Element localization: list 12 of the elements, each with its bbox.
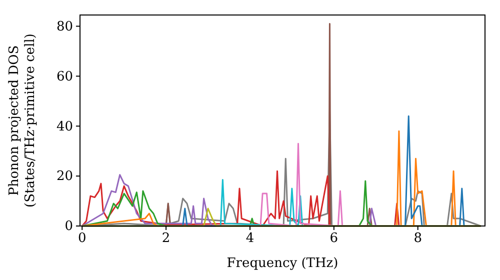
y-tick-label: 40	[56, 119, 73, 134]
x-tick-label: 6	[330, 231, 338, 246]
x-axis-title: Frequency (THz)	[226, 256, 338, 271]
y-tick-label: 60	[56, 69, 73, 84]
x-tick-label: 0	[78, 231, 86, 246]
y-axis-title: Phonon projected DOS (States/THz·primitive cell)	[7, 33, 38, 208]
x-tick-label: 8	[414, 231, 422, 246]
y-tick-label: 80	[56, 19, 73, 34]
y-tick-label: 20	[56, 169, 73, 184]
x-tick-label: 2	[162, 231, 170, 246]
y-tick-label: 0	[64, 219, 73, 234]
x-tick-label: 4	[246, 231, 254, 246]
